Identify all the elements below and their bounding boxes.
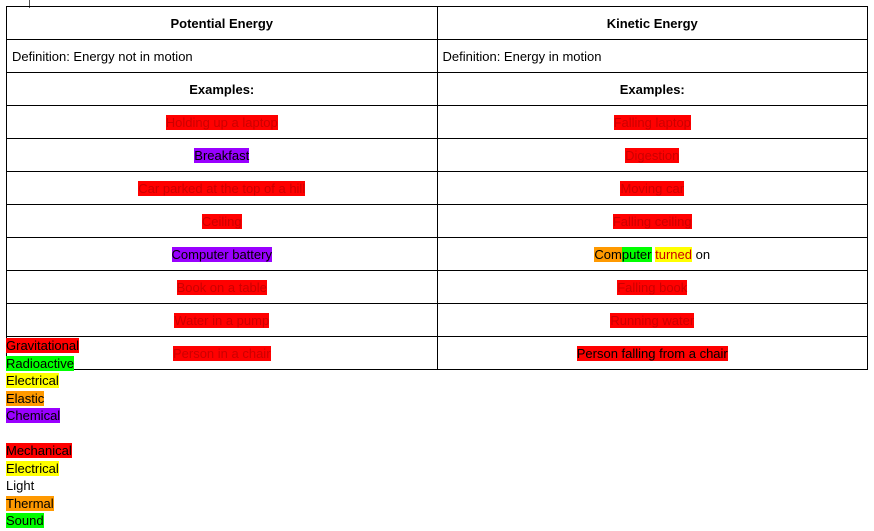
blank-line [6,425,79,443]
example-row: Holding up a laptop Falling laptop [6,105,868,139]
potential-energy-types-list: Gravitational Radioactive Electrical Elasti… [6,337,79,425]
red-highlighted-text[interactable]: Person in a chair [172,345,271,361]
kinetic-example-cell[interactable]: Falling laptop [436,105,868,139]
potential-example-cell[interactable]: Ceiling [6,204,438,238]
red-highlighted-text[interactable]: Falling laptop [613,114,691,130]
energy-type-item[interactable]: Gravitational [6,337,79,355]
energy-type-item[interactable]: Elastic [6,390,79,408]
potential-example-cell[interactable]: Holding up a laptop [6,105,438,139]
plain-text[interactable]: on [692,246,711,262]
red-highlighted-text[interactable]: Running water [610,312,695,328]
potential-energy-definition[interactable]: Definition: Energy not in motion [6,39,438,73]
potential-example-cell[interactable]: Computer battery [6,237,438,271]
green-highlighted-text[interactable]: Radioactive [6,355,74,371]
potential-example-cell[interactable]: Car parked at the top of a hill [6,171,438,205]
kinetic-example-cell[interactable]: Digestion [436,138,868,172]
table-header-row: Potential Energy Kinetic Energy [6,6,868,40]
energy-type-item[interactable]: Radioactive [6,355,79,373]
energy-type-lists: Gravitational Radioactive Electrical Elasti… [6,337,79,530]
energy-type-item[interactable]: Electrical [6,372,79,390]
kinetic-energy-header[interactable]: Kinetic Energy [436,6,868,40]
definition-row: Definition: Energy not in motion Definit… [6,39,868,73]
kinetic-example-cell[interactable]: Falling book [436,270,868,304]
kinetic-examples-label[interactable]: Examples: [436,72,868,106]
table-margin-marker [29,0,30,8]
red-highlighted-text[interactable]: Gravitational [6,338,79,353]
red-highlighted-text[interactable]: Ceiling [201,213,242,229]
energy-type-item[interactable]: Chemical [6,407,79,425]
energy-type-item[interactable]: Electrical [6,460,79,478]
yellow-highlighted-text[interactable]: turned [655,246,692,262]
example-row: Person in a chair Person falling from a c… [6,336,868,370]
purple-highlighted-text[interactable]: Chemical [6,408,61,423]
red-highlighted-text[interactable]: Person falling from a chair [576,345,728,361]
orange-highlighted-text[interactable]: Com [594,246,622,262]
red-highlighted-text[interactable]: Car parked at the top of a hill [138,180,306,196]
example-row: Water in a pump Running water [6,303,868,337]
examples-label-row: Examples: Examples: [6,72,868,106]
green-highlighted-text[interactable]: Sound [6,513,44,528]
plain-text[interactable]: Light [6,478,35,493]
kinetic-example-cell[interactable]: Moving car [436,171,868,205]
potential-example-cell[interactable]: Book on a table [6,270,438,304]
red-highlighted-text[interactable]: Falling ceiling [612,213,692,229]
kinetic-energy-types-list: Mechanical Electrical Light Thermal Sound [6,442,79,530]
purple-highlighted-text[interactable]: Computer battery [171,246,272,262]
example-row: Book on a table Falling book [6,270,868,304]
potential-energy-header[interactable]: Potential Energy [6,6,438,40]
red-highlighted-text[interactable]: Book on a table [176,279,267,295]
energy-type-item[interactable]: Mechanical [6,442,79,460]
green-highlighted-text[interactable]: puter [621,246,652,262]
potential-examples-label[interactable]: Examples: [6,72,438,106]
kinetic-example-cell[interactable]: Running water [436,303,868,337]
potential-example-cell[interactable]: Water in a pump [6,303,438,337]
orange-highlighted-text[interactable]: Elastic [6,390,45,406]
red-highlighted-text[interactable]: Holding up a laptop [165,114,278,130]
kinetic-energy-definition[interactable]: Definition: Energy in motion [436,39,868,73]
orange-highlighted-text[interactable]: Thermal [6,495,54,511]
energy-comparison-table: Potential Energy Kinetic Energy Definiti… [6,6,868,370]
example-row: Car parked at the top of a hill Moving ca… [6,171,868,205]
purple-highlighted-text[interactable]: Breakfast [194,147,250,163]
red-highlighted-text[interactable]: Falling book [617,279,688,295]
red-highlighted-text[interactable]: Moving car [620,180,685,196]
potential-example-cell[interactable]: Breakfast [6,138,438,172]
yellow-highlighted-text[interactable]: Electrical [6,373,59,388]
example-row: Breakfast Digestion [6,138,868,172]
red-highlighted-text[interactable]: Digestion [625,147,680,163]
red-highlighted-text[interactable]: Water in a pump [174,312,270,328]
example-row: Ceiling Falling ceiling [6,204,868,238]
yellow-highlighted-text[interactable]: Electrical [6,460,59,476]
red-highlighted-text[interactable]: Mechanical [6,443,72,458]
kinetic-example-cell[interactable]: Falling ceiling [436,204,868,238]
energy-type-item[interactable]: Sound [6,512,79,530]
example-row: Computer battery Computer turned on [6,237,868,271]
kinetic-example-cell[interactable]: Computer turned on [436,237,868,271]
kinetic-example-cell[interactable]: Person falling from a chair [436,336,868,370]
energy-type-item[interactable]: Light [6,477,79,495]
energy-type-item[interactable]: Thermal [6,495,79,513]
